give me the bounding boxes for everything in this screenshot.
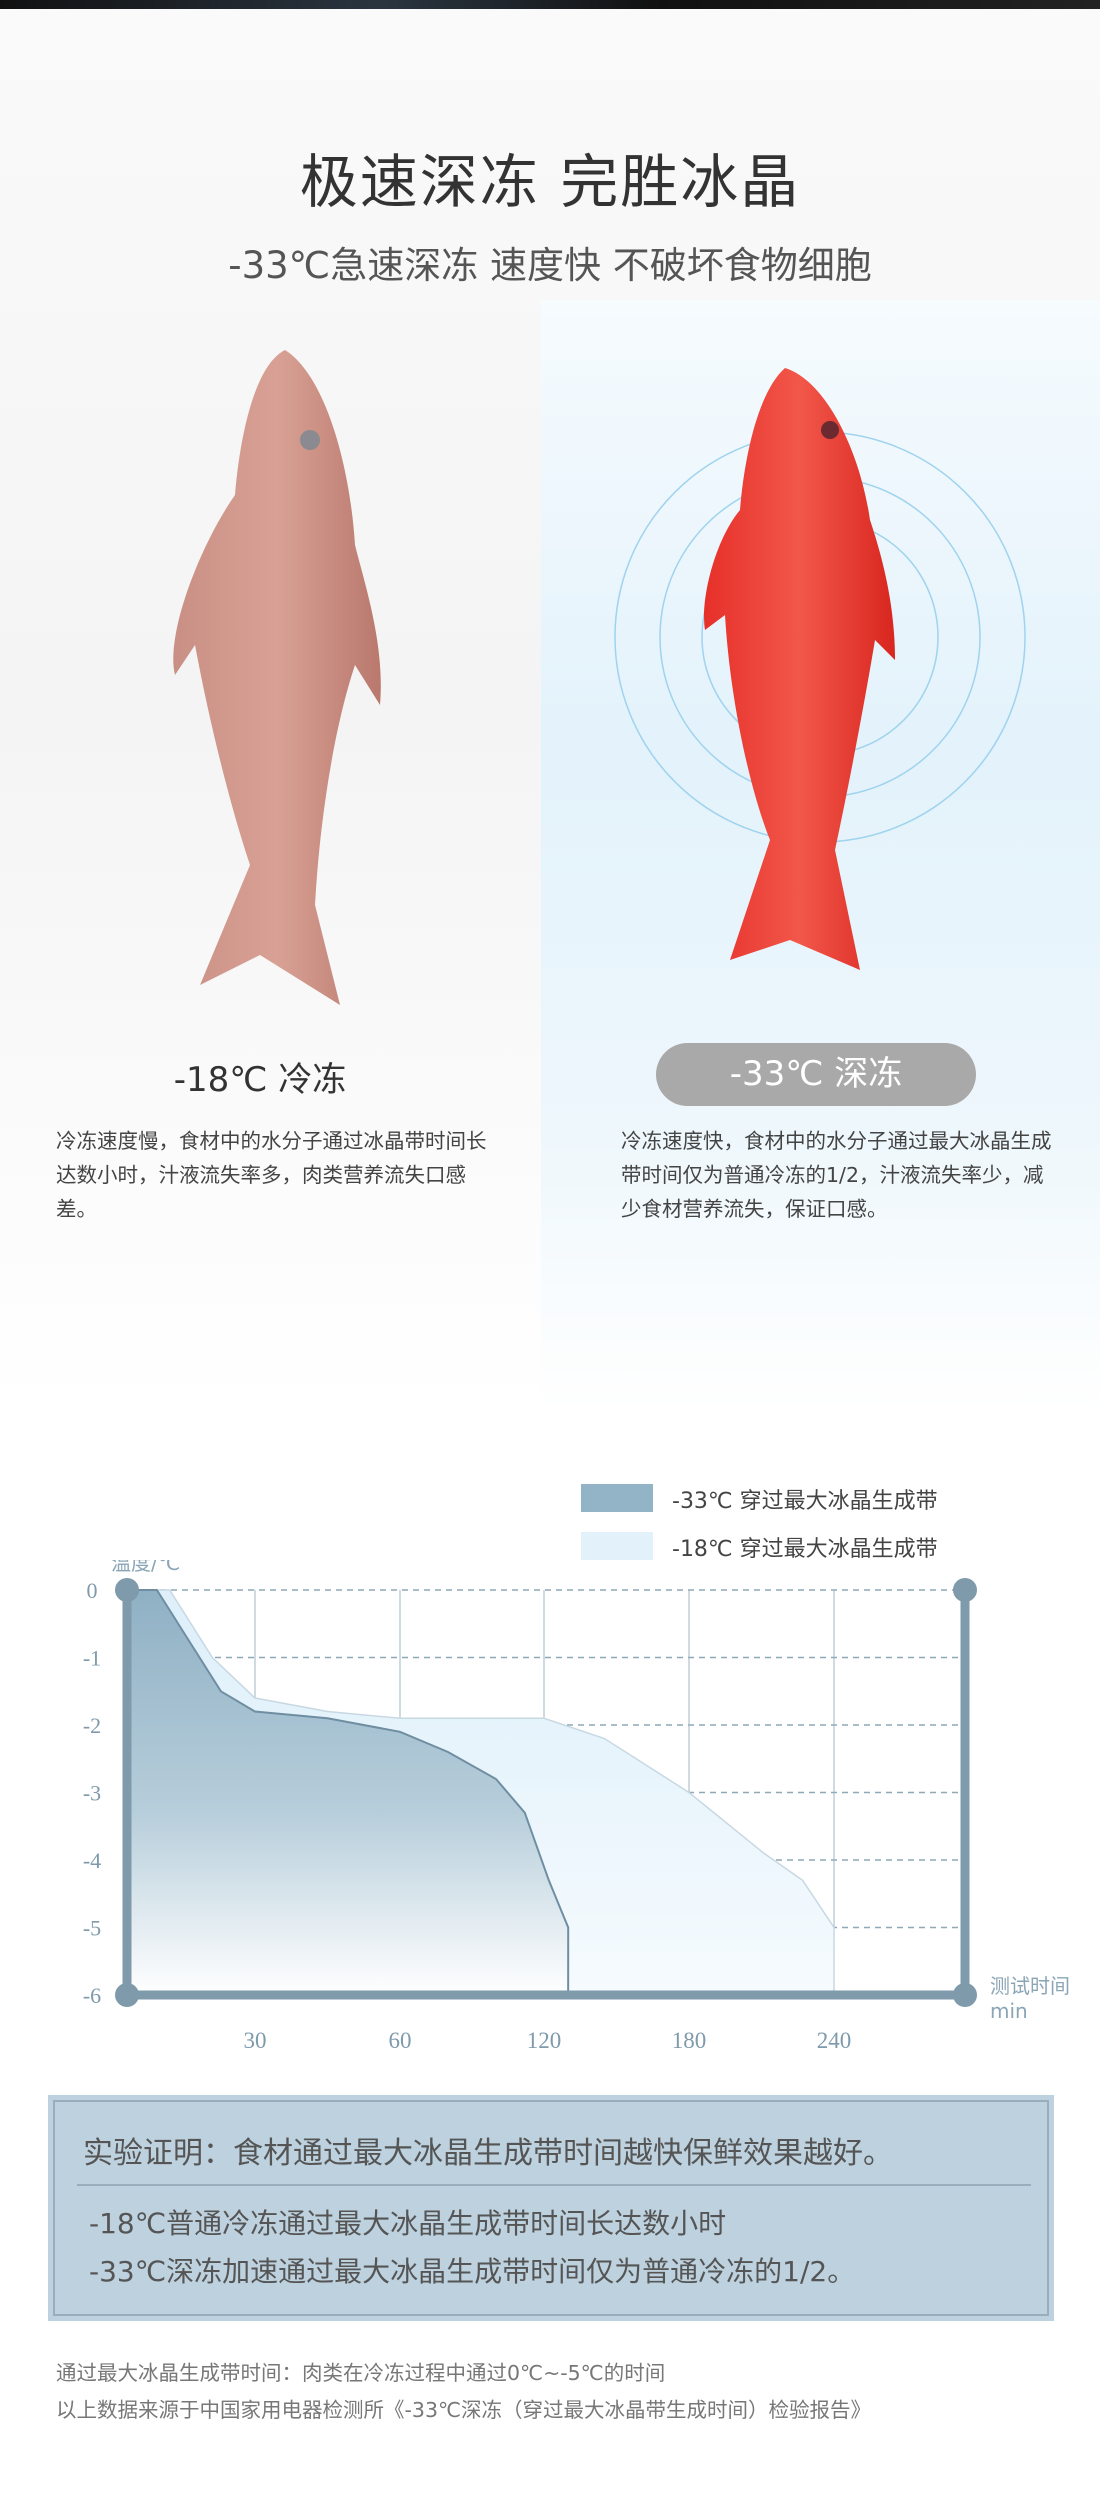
conclusion-line: -33℃深冻加速通过最大冰晶生成带时间仅为普通冷冻的1/2。 [89, 2255, 856, 2288]
legend-swatch-normal [581, 1532, 653, 1560]
legend-label-normal: -18℃ 穿过最大冰晶生成带 [672, 1537, 938, 1562]
axis-end-dot [115, 1983, 139, 2007]
normal-freeze-description: 冷冻速度慢，食材中的水分子通过冰晶带时间长达数小时，汁液流失率多，肉类营养流失口… [56, 1129, 487, 1221]
axis-end-dot [953, 1578, 977, 1602]
y-tick-label: 0 [87, 1578, 98, 1603]
x-axis-unit: min [990, 1999, 1028, 2023]
x-axis-label: 测试时间 [990, 1974, 1070, 1998]
series-area-deep-freeze [126, 1589, 570, 1996]
legend-label-deep: -33℃ 穿过最大冰晶生成带 [672, 1489, 938, 1514]
page-subtitle: -33℃急速深冻 速度快 不破坏食物细胞 [228, 244, 872, 287]
axis-end-dot [115, 1578, 139, 1602]
footnote: 通过最大冰晶生成带时间：肉类在冷冻过程中通过0℃~-5℃的时间 [56, 2361, 666, 2385]
x-tick-label: 180 [672, 2028, 707, 2053]
conclusion-box: 实验证明：食材通过最大冰晶生成带时间越快保鲜效果越好。 -18℃普通冷冻通过最大… [48, 2095, 1054, 2321]
y-tick-label: -2 [83, 1713, 101, 1738]
normal-freeze-label: -18℃ 冷冻 [173, 1060, 347, 1100]
footnote: 以上数据来源于中国家用电器检测所《-33℃深冻（穿过最大冰晶带生成时间）检验报告… [56, 2398, 872, 2422]
y-tick-label: -6 [83, 1983, 101, 2008]
divider [77, 2184, 1031, 2186]
conclusion-line: -18℃普通冷冻通过最大冰晶生成带时间长达数小时 [89, 2207, 727, 2240]
page-title: 极速深冻 完胜冰晶 [299, 148, 801, 216]
x-tick-label: 30 [244, 2028, 267, 2053]
conclusion-headline: 实验证明：食材通过最大冰晶生成带时间越快保鲜效果越好。 [83, 2136, 893, 2171]
y-tick-label: -4 [83, 1848, 101, 1873]
y-axis-label: 温度/℃ [111, 1560, 180, 1575]
y-tick-label: -1 [83, 1646, 101, 1671]
y-tick-label: -5 [83, 1916, 101, 1941]
top-bar [0, 0, 1100, 9]
deep-freeze-description: 冷冻速度快，食材中的水分子通过最大冰晶生成带时间仅为普通冷冻的1/2，汁液流失率… [621, 1129, 1052, 1221]
x-tick-label: 240 [817, 2028, 852, 2053]
x-tick-label: 120 [527, 2028, 562, 2053]
y-tick-label: -3 [83, 1781, 101, 1806]
axis-end-dot [953, 1983, 977, 2007]
fish-frozen-normal-image [173, 350, 381, 1005]
fish-deep-frozen-image [614, 368, 1026, 970]
temperature-chart: 温度/℃ 测试时间 min 0 -1 -2 -3 -4 -5 -6 30 60 120 180 240 [83, 1560, 1070, 2053]
deep-freeze-badge: -33℃ 深冻 [656, 1043, 976, 1106]
legend-swatch-deep [581, 1484, 653, 1512]
x-tick-label: 60 [389, 2028, 412, 2053]
